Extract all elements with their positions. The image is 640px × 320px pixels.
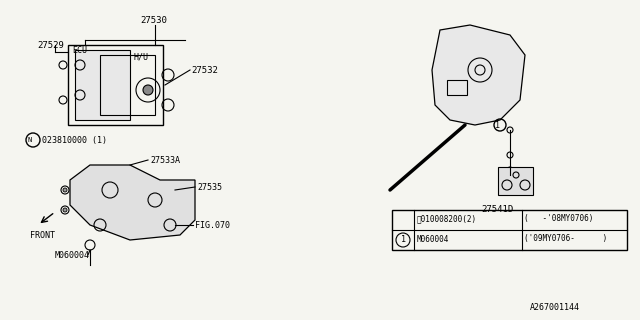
Text: 27535: 27535 bbox=[197, 182, 222, 191]
Text: ('09MY0706-      ): ('09MY0706- ) bbox=[524, 235, 607, 244]
Text: H/U: H/U bbox=[133, 52, 148, 61]
Text: M060004: M060004 bbox=[417, 235, 449, 244]
Bar bbox=[392, 210, 627, 250]
Text: 27530: 27530 bbox=[140, 15, 167, 25]
Bar bbox=[447, 80, 467, 95]
Polygon shape bbox=[70, 165, 195, 240]
Bar bbox=[75, 50, 130, 120]
Text: 27541D: 27541D bbox=[481, 205, 513, 214]
Text: (   -'08MY0706): ( -'08MY0706) bbox=[524, 214, 593, 223]
Text: 27532: 27532 bbox=[191, 66, 218, 75]
Text: 27529: 27529 bbox=[37, 41, 64, 50]
Text: 1: 1 bbox=[495, 121, 499, 130]
Text: ECU: ECU bbox=[72, 45, 87, 54]
Text: 023810000 (1): 023810000 (1) bbox=[42, 135, 107, 145]
Circle shape bbox=[63, 188, 67, 192]
Text: FIG.070: FIG.070 bbox=[195, 220, 230, 229]
Bar bbox=[100, 55, 155, 115]
Text: 27533A: 27533A bbox=[150, 156, 180, 164]
Text: 1: 1 bbox=[401, 236, 406, 244]
Circle shape bbox=[63, 208, 67, 212]
Text: FRONT: FRONT bbox=[29, 230, 54, 239]
Text: Ⓑ010008200(2): Ⓑ010008200(2) bbox=[417, 214, 477, 223]
Text: A267001144: A267001144 bbox=[530, 303, 580, 312]
Polygon shape bbox=[432, 25, 525, 125]
Bar bbox=[68, 45, 163, 125]
Text: M060004: M060004 bbox=[55, 251, 90, 260]
Bar bbox=[498, 167, 533, 195]
Circle shape bbox=[143, 85, 153, 95]
Text: N: N bbox=[28, 137, 32, 143]
